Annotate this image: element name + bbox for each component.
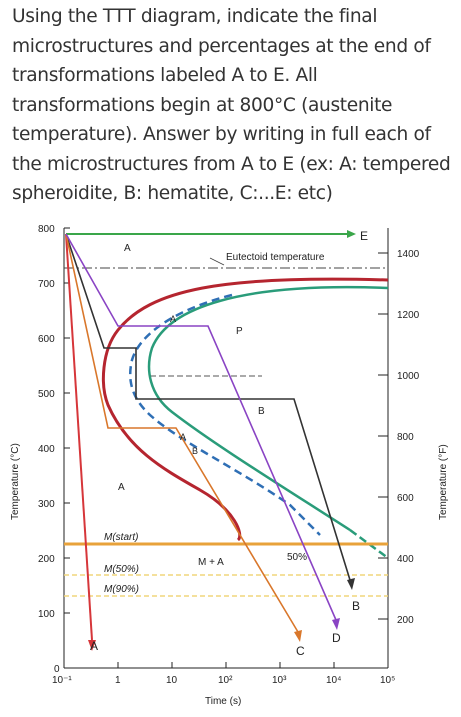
eutectoid-arrow — [209, 257, 225, 266]
label-m50: M(50%) — [104, 564, 139, 575]
label-m-start: M(start) — [104, 532, 138, 543]
y-tick-800: 800 — [38, 224, 55, 235]
question-line: microstructures and percentages at the e… — [12, 35, 431, 57]
yf-tick-600: 600 — [397, 493, 414, 504]
arrow-mark: A — [170, 314, 176, 324]
x-tick-0.1: 10⁻¹ — [52, 675, 72, 686]
eutectoid-label: Eutectoid temperature — [226, 252, 325, 263]
finish-curve-dashed — [349, 528, 389, 560]
question-line: Using the TTT diagram, indicate the fina… — [12, 6, 378, 27]
label-50: 50% — [287, 552, 307, 563]
y-tick-300: 300 — [38, 499, 55, 510]
y-tick-100: 100 — [38, 609, 55, 620]
x-axis-label: Time (s) — [205, 696, 241, 707]
y-tick-600: 600 — [38, 334, 55, 345]
label-e: E — [360, 229, 368, 243]
y-axis-label-right: Temperature (°F) — [438, 444, 449, 520]
question-line: transformations begin at 800°C (austenit… — [12, 94, 393, 116]
x-tick-1000: 10³ — [272, 675, 287, 686]
arrow-mark: A — [180, 432, 186, 442]
x-tick-100: 10² — [218, 675, 233, 686]
yf-tick-200: 200 — [397, 615, 414, 626]
label-a: A — [90, 639, 98, 653]
y-tick-700: 700 — [38, 279, 55, 290]
label-m-plus-a: M + A — [198, 557, 224, 568]
path-c-arrow — [294, 630, 302, 642]
label-c: C — [296, 644, 305, 658]
finish-curve — [147, 285, 389, 532]
fifty-percent-curve — [128, 293, 321, 536]
left-ticks — [64, 227, 70, 669]
path-d — [65, 233, 337, 621]
question-line: transformations labeled A to E. All — [12, 65, 318, 86]
path-e-arrow — [347, 230, 356, 238]
label-a-top: A — [124, 243, 131, 254]
y-tick-0: 0 — [54, 664, 60, 675]
path-d-arrow — [332, 618, 340, 630]
label-a-mid: A — [118, 482, 125, 493]
label-b-region: B — [258, 406, 265, 417]
path-c — [65, 233, 299, 633]
label-p: P — [236, 326, 243, 337]
yf-tick-1200: 1200 — [397, 310, 420, 321]
question-line: the microstructures from A to E (ex: A: … — [12, 153, 451, 175]
label-b-small: B — [192, 446, 198, 456]
path-a — [65, 233, 93, 641]
ttt-diagram: 800 700 600 500 400 300 200 100 0 1400 1… — [10, 224, 449, 707]
path-a-arrow — [88, 640, 96, 651]
yf-tick-400: 400 — [397, 554, 414, 565]
label-m90: M(90%) — [104, 584, 139, 595]
question-line: temperature). Answer by writing in full … — [12, 124, 431, 145]
x-tick-10: 10 — [166, 675, 178, 686]
y-tick-400: 400 — [38, 444, 55, 455]
y-axis-label-left: Temperature (°C) — [10, 443, 21, 520]
path-b-arrow — [347, 578, 355, 590]
y-tick-500: 500 — [38, 389, 55, 400]
yf-tick-1400: 1400 — [397, 249, 420, 260]
x-tick-100000: 10⁵ — [380, 675, 395, 686]
start-curve — [101, 277, 389, 542]
question-text: Using the TTT diagram, indicate the fina… — [12, 2, 457, 209]
yf-tick-1000: 1000 — [397, 371, 420, 382]
path-b — [65, 233, 351, 581]
x-tick-10000: 10⁴ — [326, 675, 341, 686]
label-d: D — [332, 631, 341, 645]
y-tick-200: 200 — [38, 554, 55, 565]
x-tick-1: 1 — [115, 675, 121, 686]
question-line: spheroidite, B: hematite, C:...E: etc) — [12, 183, 333, 204]
label-b: B — [352, 599, 360, 613]
right-ticks — [378, 252, 388, 620]
yf-tick-800: 800 — [397, 432, 414, 443]
x-ticks — [63, 662, 389, 668]
